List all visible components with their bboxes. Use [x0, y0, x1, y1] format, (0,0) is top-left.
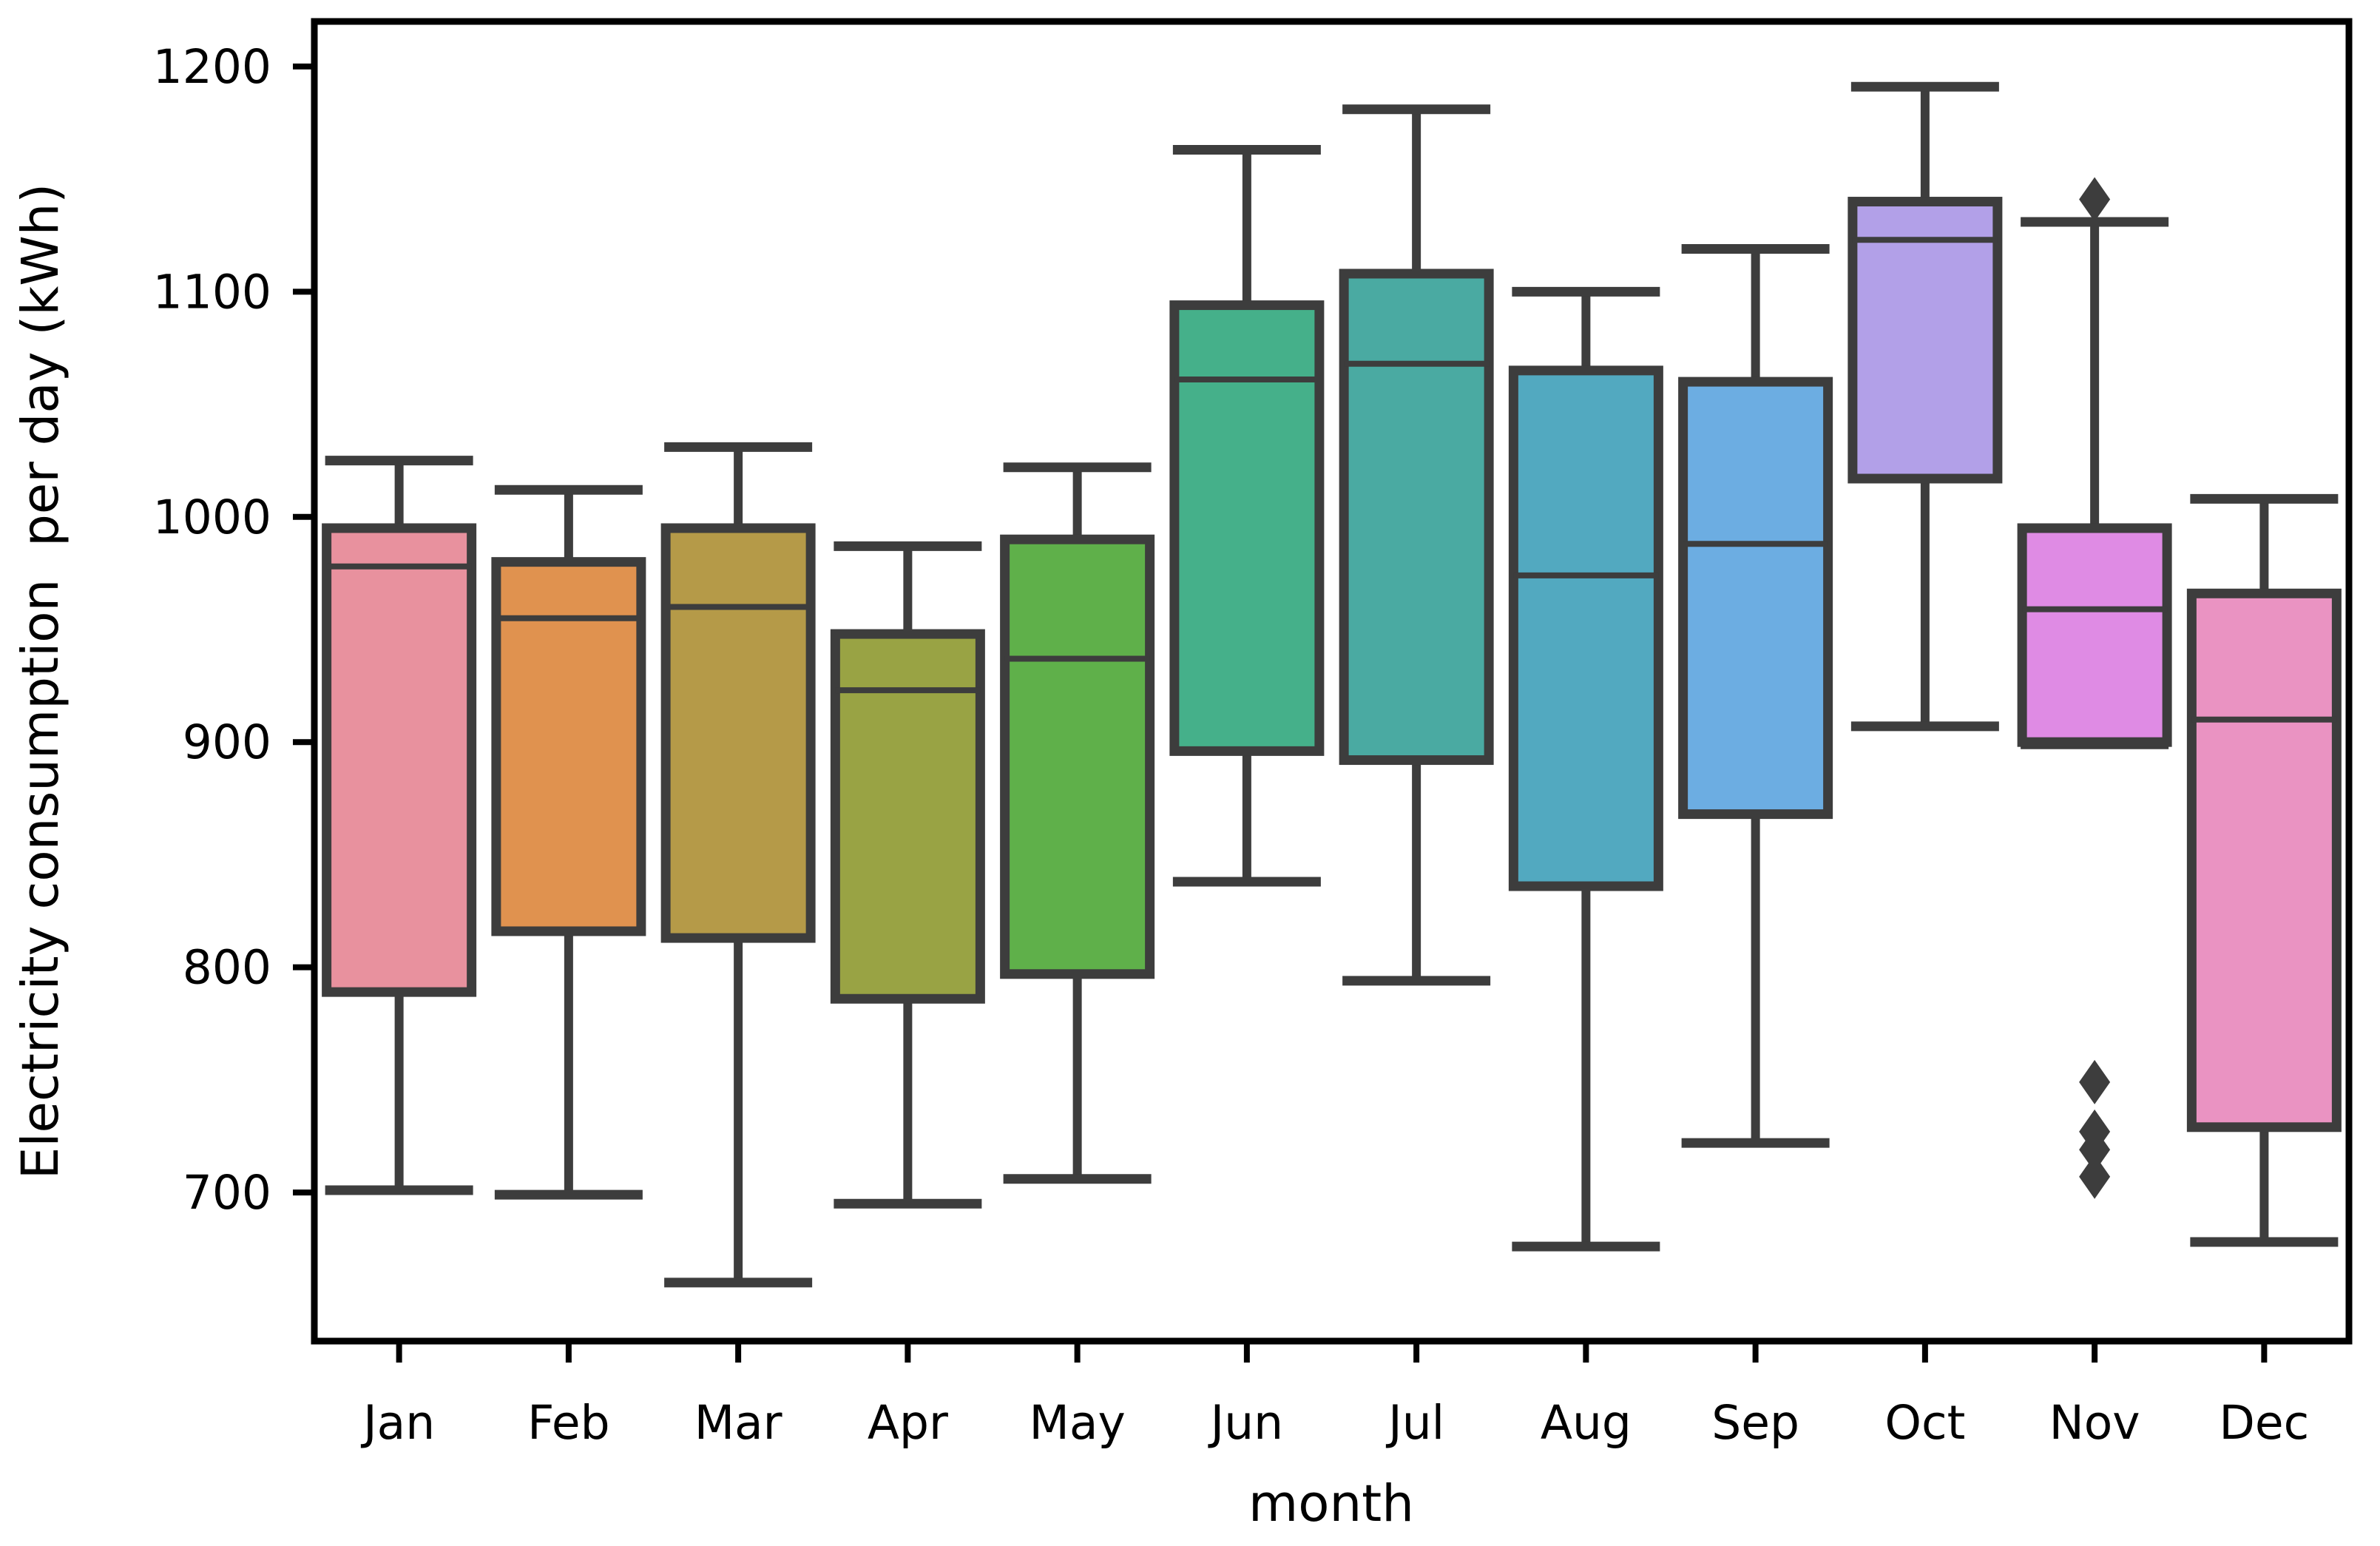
y-tick-label-700: 700 — [183, 1166, 271, 1220]
x-tick-label-aug: Aug — [1541, 1396, 1632, 1450]
iqr-box-nov — [2017, 523, 2172, 747]
box-nov — [2017, 177, 2172, 1199]
box-jun — [1169, 145, 1325, 887]
x-tick-label-dec: Dec — [2219, 1396, 2309, 1450]
x-tick-label-jan: Jan — [360, 1396, 435, 1450]
iqr-box-feb — [491, 557, 646, 936]
y-tick-label-800: 800 — [183, 941, 271, 995]
x-tick-label-jul: Jul — [1385, 1396, 1444, 1450]
x-tick-label-feb: Feb — [527, 1396, 610, 1450]
x-axis-label: month — [1248, 1474, 1414, 1533]
box-may — [1000, 462, 1155, 1184]
box-oct — [1847, 81, 2003, 732]
box-jul — [1339, 104, 1494, 986]
iqr-box-jun — [1169, 300, 1325, 756]
box-dec — [2186, 493, 2342, 1247]
boxes-layer — [322, 81, 2342, 1288]
y-tick-label-1100: 1100 — [153, 265, 271, 319]
iqr-box-may — [1000, 534, 1155, 979]
iqr-box-jul — [1339, 269, 1494, 766]
x-tick-label-nov: Nov — [2049, 1396, 2140, 1450]
x-tick-label-jun: Jun — [1208, 1396, 1283, 1450]
x-tick-label-oct: Oct — [1884, 1396, 1965, 1450]
iqr-box-aug — [1508, 365, 1663, 891]
iqr-box-oct — [1847, 197, 2003, 484]
outlier-diamond-nov-3 — [2079, 1127, 2111, 1172]
outlier-diamond-nov-0 — [2079, 177, 2111, 222]
x-tick-label-may: May — [1030, 1396, 1126, 1450]
box-mar — [660, 442, 816, 1288]
box-apr — [830, 541, 985, 1209]
outlier-diamond-nov-4 — [2079, 1154, 2111, 1199]
x-tick-label-apr: Apr — [868, 1396, 948, 1450]
iqr-box-jan — [322, 523, 477, 997]
box-aug — [1508, 286, 1663, 1252]
outlier-diamond-nov-1 — [2079, 1059, 2111, 1104]
y-axis-label: Electricity consumption per day (kWh) — [11, 183, 70, 1179]
iqr-box-apr — [830, 629, 985, 1004]
x-tick-label-mar: Mar — [694, 1396, 782, 1450]
x-tick-label-sep: Sep — [1711, 1396, 1799, 1450]
axes-layer: 700 800 900 1000 1100 1200 Jan Feb Mar Apr May Jun J… — [153, 18, 2353, 1450]
y-tick-label-1000: 1000 — [153, 490, 271, 544]
iqr-box-dec — [2186, 588, 2342, 1133]
box-sep — [1678, 243, 1833, 1148]
y-tick-label-1200: 1200 — [153, 40, 271, 94]
plot-border — [311, 18, 2353, 1345]
box-feb — [491, 485, 646, 1200]
y-tick-label-900: 900 — [183, 715, 271, 769]
box-jan — [322, 456, 477, 1195]
iqr-box-mar — [660, 523, 816, 943]
iqr-box-sep — [1678, 377, 1833, 820]
